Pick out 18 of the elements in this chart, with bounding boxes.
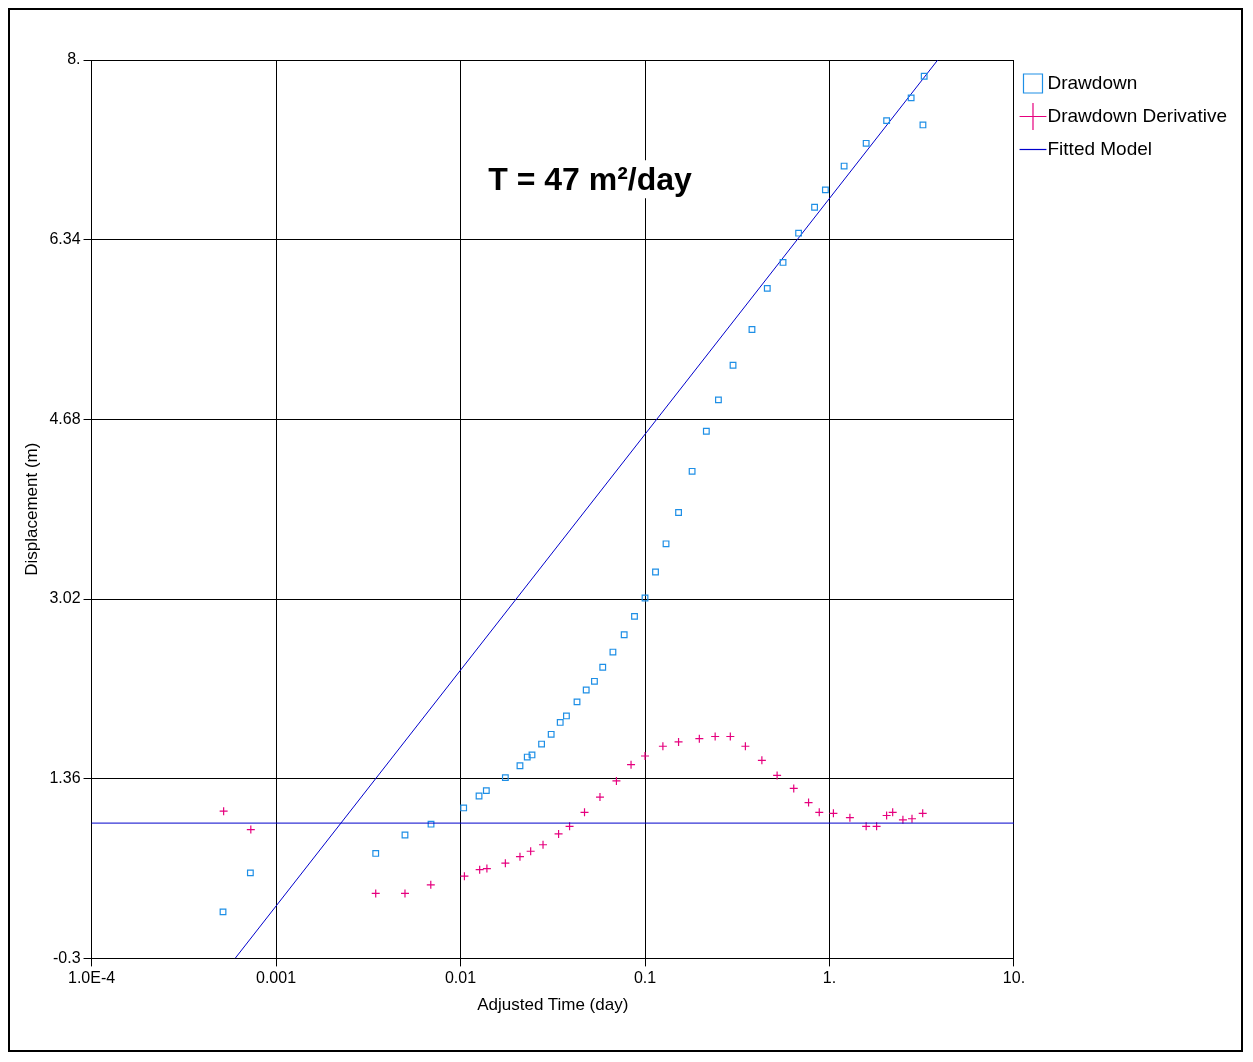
x-tick-label: 1.	[822, 969, 837, 987]
y-tick-label: 3.02	[49, 589, 81, 607]
y-tick-label: 6.34	[49, 230, 81, 248]
x-tick-label: 0.1	[633, 969, 657, 987]
x-axis-title: Adjusted Time (day)	[477, 995, 629, 1015]
legend-label: Drawdown	[1047, 71, 1138, 93]
y-tick-label: 1.36	[49, 769, 81, 787]
y-tick-label: 4.68	[49, 409, 81, 427]
x-tick-label: 10.	[1002, 969, 1026, 987]
annotation: T = 47 m²/day	[488, 161, 693, 198]
y-tick-label: -0.3	[52, 948, 81, 966]
legend-label: Fitted Model	[1047, 137, 1153, 159]
x-tick-label: 1.0E-4	[67, 969, 116, 987]
y-axis-title: Displacement (m)	[21, 442, 41, 576]
x-tick-label: 0.001	[256, 969, 297, 987]
legend-label: Drawdown Derivative	[1047, 104, 1228, 126]
x-tick-label: 0.01	[444, 969, 477, 987]
y-tick-label: 8.	[67, 50, 81, 68]
